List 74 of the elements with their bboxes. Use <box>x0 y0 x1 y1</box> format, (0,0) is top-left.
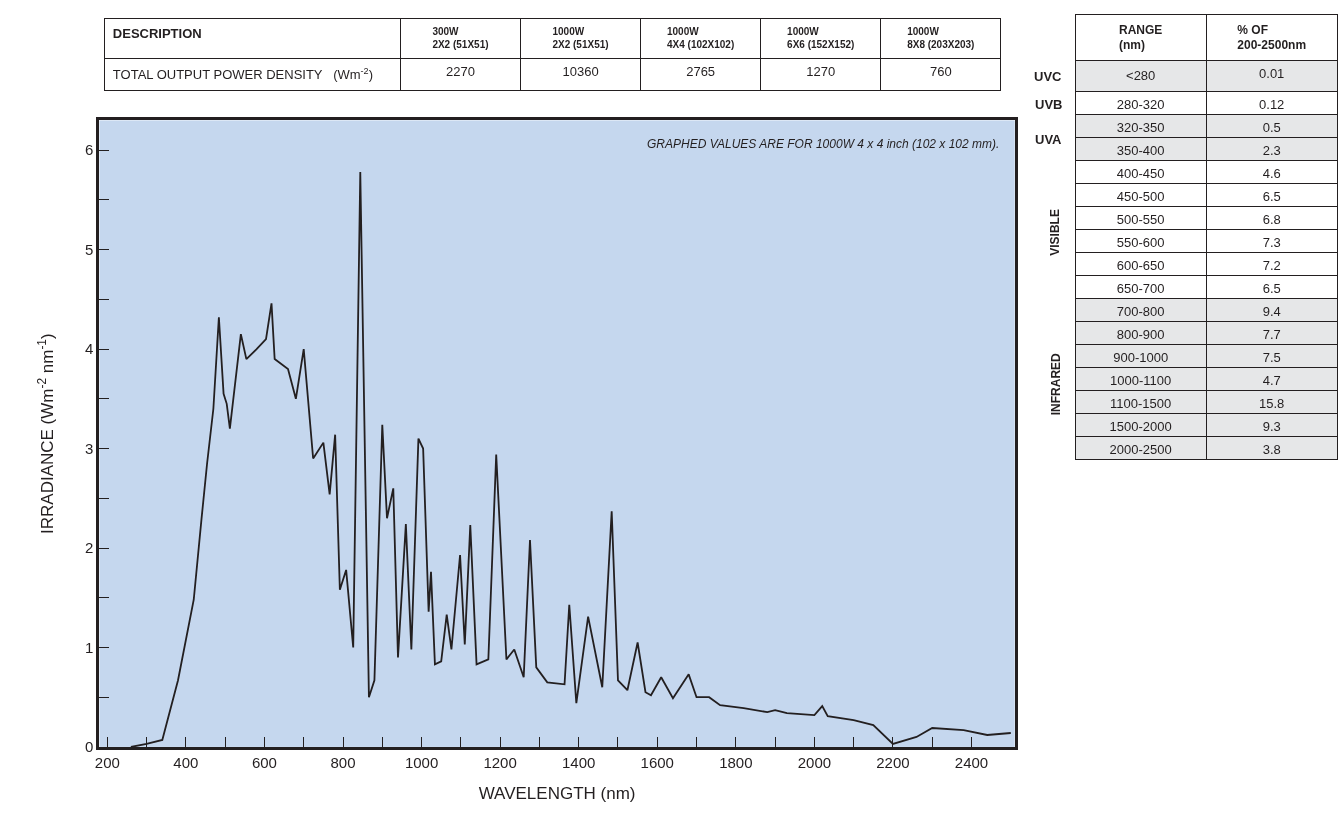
text: 2270 <box>446 63 475 79</box>
text: 760 <box>929 63 952 79</box>
y-tick-label: 4 <box>85 340 94 358</box>
text: 280-320 <box>1116 97 1165 113</box>
y-tick-label: 3 <box>85 439 94 457</box>
category-label: 1000W 2X2 (51X51) <box>552 26 609 51</box>
x-tick-label: 800 <box>330 753 356 771</box>
text: 2000-2500 <box>1109 442 1172 458</box>
category-label: 1000W 8X8 (203X203) <box>907 26 975 51</box>
category-label: 1000W 4X4 (102X102) <box>666 26 735 51</box>
text: 1500-2000 <box>1109 419 1172 435</box>
x-tick-label: 1600 <box>640 753 674 771</box>
text: TOTAL OUTPUT POWER DENSITY (Wm$^{-2}$) <box>112 66 374 83</box>
x-tick-label: 1200 <box>483 753 517 771</box>
text: 7.7 <box>1262 327 1281 343</box>
text: UVC <box>1034 69 1062 84</box>
text: 7.5 <box>1262 350 1281 366</box>
x-tick-label: 2000 <box>797 753 832 771</box>
text: INFRARED <box>1048 353 1063 416</box>
x-tick-label: 1800 <box>719 753 753 771</box>
text: 4.7 <box>1262 373 1281 389</box>
text: 7.3 <box>1262 235 1281 251</box>
x-tick-label: 2400 <box>954 753 989 771</box>
text: 350-400 <box>1116 143 1165 159</box>
category-label: RANGE (nm) <box>1119 22 1163 53</box>
x-tick-label: 1400 <box>562 753 596 771</box>
text: 600-650 <box>1116 258 1165 274</box>
text: 1100-1500 <box>1110 396 1172 412</box>
y-tick-label: 5 <box>85 240 94 258</box>
x-tick-label: 400 <box>173 753 199 771</box>
text: 6.5 <box>1262 189 1281 205</box>
text: 800-900 <box>1116 327 1165 343</box>
category-label: DESCRIPTION <box>112 26 202 42</box>
text: 550-600 <box>1116 235 1165 251</box>
text: 320-350 <box>1116 120 1165 136</box>
text: 700-800 <box>1116 304 1165 320</box>
text: 3.8 <box>1262 442 1281 458</box>
text: 1270 <box>806 63 836 79</box>
text: 6.5 <box>1262 281 1281 297</box>
text: 500-550 <box>1116 212 1165 228</box>
text: 6.8 <box>1262 212 1281 228</box>
x-tick-label: 1000 <box>404 753 439 771</box>
y-tick-label: 0 <box>85 738 94 756</box>
text: 4.6 <box>1262 166 1281 182</box>
x-tick-label: 200 <box>94 753 120 771</box>
y-tick-label: 2 <box>85 539 94 557</box>
text: 0.12 <box>1259 97 1285 113</box>
annotation: GRAPHED VALUES ARE FOR 1000W 4 x 4 inch (102 x 102 mm). <box>647 137 1000 151</box>
text: UVA <box>1035 132 1062 147</box>
category-label: % OF 200-2500nm <box>1237 22 1307 53</box>
text: 2765 <box>686 63 716 79</box>
text: 0.01 <box>1259 66 1285 82</box>
text: 15.8 <box>1259 396 1285 412</box>
text: 1000-1100 <box>1110 373 1172 389</box>
text: 0.5 <box>1262 120 1281 136</box>
text: 450-500 <box>1116 189 1165 205</box>
x-tick-label: 600 <box>251 753 277 771</box>
text: 9.3 <box>1262 419 1281 435</box>
y-tick-label: 6 <box>85 141 94 159</box>
text: <280 <box>1126 68 1156 84</box>
y-tick-label: 1 <box>85 638 94 656</box>
x-axis-title: WAVELENGTH (nm) <box>478 784 636 804</box>
text: 400-450 <box>1116 166 1165 182</box>
text: VISIBLE <box>1048 209 1063 256</box>
text: 900-1000 <box>1113 350 1169 366</box>
category-label: 300W 2X2 (51X51) <box>432 26 489 51</box>
text: 7.2 <box>1262 258 1281 274</box>
text: UVB <box>1035 97 1063 112</box>
text: 650-700 <box>1116 281 1165 297</box>
text: 2.3 <box>1262 143 1281 159</box>
x-tick-label: 2200 <box>876 753 910 771</box>
text: 10360 <box>562 63 599 79</box>
text: 9.4 <box>1262 304 1281 320</box>
category-label: 1000W 6X6 (152X152) <box>787 26 855 51</box>
